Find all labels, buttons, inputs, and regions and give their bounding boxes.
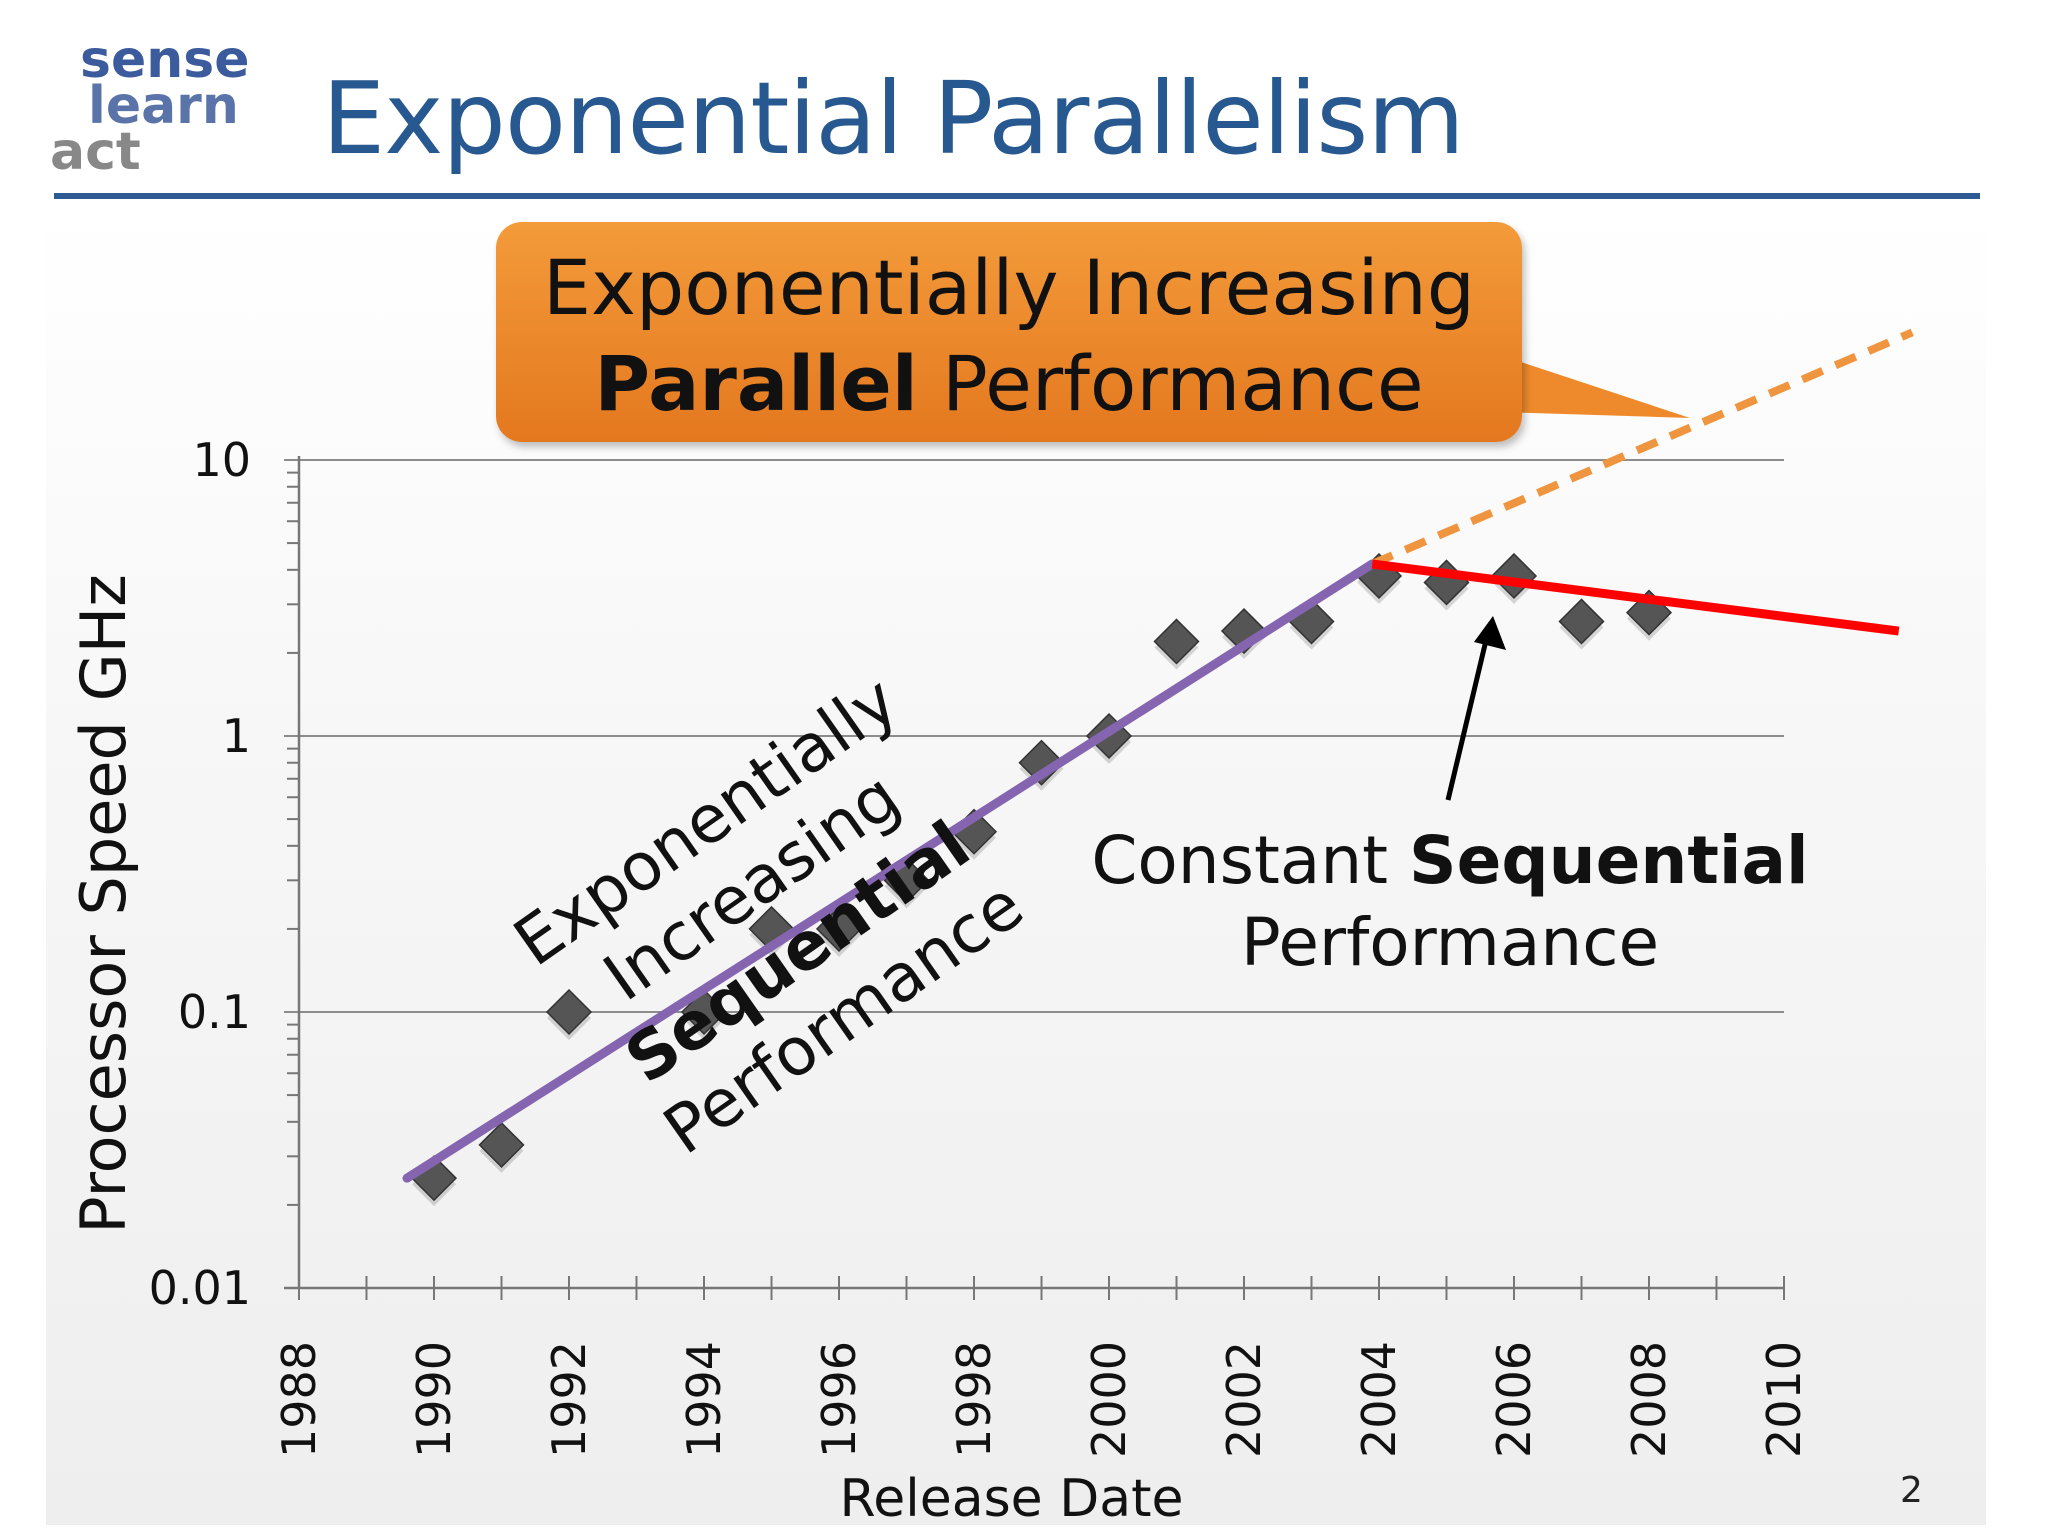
x-tick-label: 2008 [1622,1341,1676,1458]
y-axis-title: Processor Speed GHz [67,574,140,1234]
logo-act: act [50,122,141,182]
callout-rest: Performance [917,339,1424,428]
x-tick-label: 1988 [272,1341,326,1458]
title-rule [54,193,1980,199]
y-tick-label: 0.01 [149,1261,251,1315]
logo-learn: learn [88,76,239,136]
x-tick-label: 1992 [542,1341,596,1458]
y-tick-label: 0.1 [178,985,251,1039]
x-tick-label: 1996 [812,1341,866,1458]
logo-sense: sense [80,30,250,90]
constant-plain: Constant [1091,822,1410,899]
x-tick-label: 2000 [1082,1341,1136,1458]
data-point [1153,618,1200,665]
arrow-head [1474,616,1506,650]
data-point [815,905,863,952]
logo: sense learn act [48,34,268,184]
y-tick-label: 1 [222,709,251,763]
x-tick-label: 1994 [677,1341,731,1458]
constant-line1: Constant Sequential [1090,820,1810,902]
slide-title: Exponential Parallelism [322,60,1465,177]
x-axis-title: Release Date [840,1469,1184,1529]
constant-line2: Performance [1240,904,1660,981]
x-tick-label: 1990 [407,1341,461,1458]
x-tick-label: 1998 [947,1341,1001,1458]
x-tick-label: 2006 [1487,1341,1541,1458]
callout-text: Exponentially Increasing Parallel Perfor… [496,240,1522,432]
data-point [1558,598,1605,645]
constant-sequential-trend [1371,559,1900,636]
x-tick-label: 2002 [1217,1341,1271,1458]
callout-bold: Parallel [594,339,918,428]
x-tick-label: 2010 [1757,1341,1811,1458]
callout-line1: Exponentially Increasing [542,243,1476,332]
callout-line2: Parallel Performance [496,336,1522,432]
sequential-growth-trend [402,559,1377,1183]
projected-parallel-trend [1370,328,1914,568]
constant-bold: Sequential [1409,822,1809,899]
arrow-shaft [1445,631,1491,801]
constant-sequential-label: Constant Sequential Performance [1090,820,1810,984]
y-tick-label: 10 [192,433,251,487]
x-tick-label: 2004 [1352,1341,1406,1458]
data-point [1018,739,1065,786]
data-point [545,988,593,1036]
page-number: 2 [1900,1470,1923,1511]
callout-pointer [1500,355,1690,418]
callout-box [496,222,1522,442]
data-point [478,1121,525,1168]
